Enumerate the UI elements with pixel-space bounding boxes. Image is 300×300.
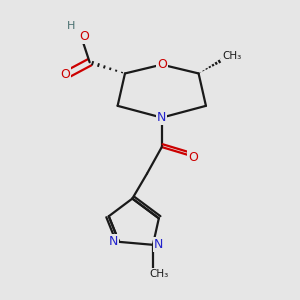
Text: CH₃: CH₃ [149, 269, 169, 279]
Text: H: H [67, 21, 76, 31]
Text: H: H [66, 23, 75, 33]
Text: O: O [60, 68, 70, 80]
Text: O: O [188, 151, 198, 164]
Text: O: O [157, 58, 167, 71]
Text: O: O [80, 30, 90, 43]
Text: N: N [157, 111, 167, 124]
Text: N: N [154, 238, 164, 251]
Text: N: N [109, 236, 118, 248]
Text: CH₃: CH₃ [222, 51, 241, 62]
